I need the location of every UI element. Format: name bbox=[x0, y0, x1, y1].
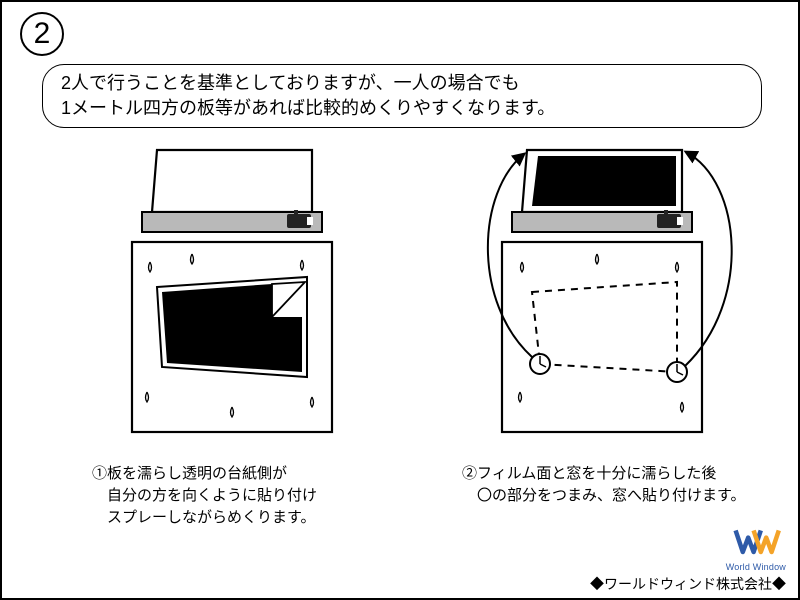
logo-icon bbox=[732, 524, 786, 562]
caption-right: ②フィルム面と窓を十分に濡らした後 〇の部分をつまみ、窓へ貼り付けます。 bbox=[432, 463, 772, 507]
logo-text: World Window bbox=[590, 562, 786, 572]
illustration-left bbox=[62, 142, 402, 452]
company-name: ◆ワールドウィンド株式会社◆ bbox=[590, 574, 786, 594]
step-number-text: 2 bbox=[34, 17, 51, 51]
step-number-badge: 2 bbox=[20, 12, 64, 56]
caption-left: ①板を濡らし透明の台紙側が 自分の方を向くように貼り付け スプレーしながらめくり… bbox=[62, 463, 402, 528]
note-text: 2人で行うことを基準としておりますが、一人の場合でも 1メートル四方の板等があれ… bbox=[61, 73, 555, 118]
instruction-note: 2人で行うことを基準としておりますが、一人の場合でも 1メートル四方の板等があれ… bbox=[42, 64, 762, 128]
illustration-right bbox=[432, 142, 772, 452]
panel-right: ②フィルム面と窓を十分に濡らした後 〇の部分をつまみ、窓へ貼り付けます。 bbox=[432, 142, 772, 507]
footer: World Window ◆ワールドウィンド株式会社◆ bbox=[590, 524, 786, 594]
panel-left: ①板を濡らし透明の台紙側が 自分の方を向くように貼り付け スプレーしながらめくり… bbox=[62, 142, 402, 528]
